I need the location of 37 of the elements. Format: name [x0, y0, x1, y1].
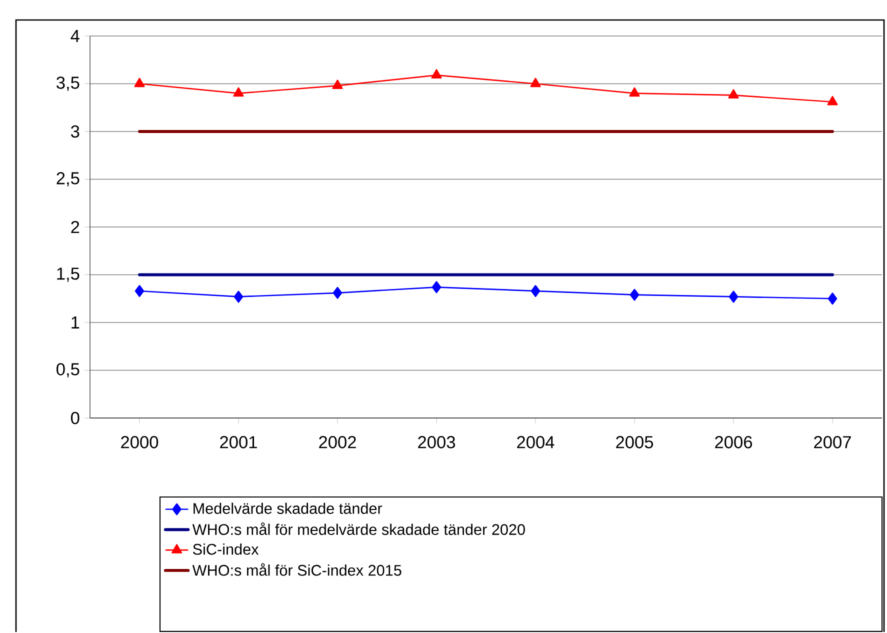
y-tick-label: 4 [70, 30, 80, 42]
y-tick-label: 2 [71, 221, 80, 234]
x-tick-label: 2002 [319, 436, 356, 448]
legend-label: WHO:s mål för SiC-index 2015 [192, 563, 402, 576]
y-tick-label: 2,5 [56, 172, 80, 187]
point [431, 69, 442, 79]
x-tick-label: 2005 [616, 436, 654, 448]
x-tick-label: 2001 [220, 436, 257, 448]
point [630, 288, 640, 301]
point [530, 285, 540, 298]
point [332, 80, 343, 90]
x-tick-label: 2004 [517, 436, 554, 448]
point [134, 285, 144, 298]
point [530, 78, 541, 88]
point [728, 290, 738, 303]
point [828, 292, 838, 305]
point [233, 87, 244, 97]
y-tick-label: 1,5 [57, 268, 80, 282]
legend-label: Medelvärde skadade tänder [194, 502, 382, 514]
y-tick-label: 3 [70, 126, 80, 138]
legend-label: WHO:s mål för medelvärde skadade tänder 2020 [192, 522, 525, 536]
x-tick-label: 2006 [715, 436, 752, 448]
x-tick-label: 2007 [814, 436, 851, 448]
point [827, 96, 838, 106]
y-tick-label: 0 [70, 412, 80, 424]
point [432, 281, 442, 294]
point [134, 78, 145, 88]
point [332, 287, 342, 300]
x-tick-label: 2003 [418, 436, 456, 448]
point [728, 89, 739, 99]
y-tick-label: 0,5 [56, 363, 80, 378]
y-tick-label: 1 [72, 316, 80, 329]
y-tick-label: 3,5 [56, 76, 80, 92]
point [234, 290, 244, 303]
x-tick-label: 2000 [121, 436, 158, 448]
point [629, 87, 640, 97]
legend-label: SiC-index [193, 544, 259, 555]
